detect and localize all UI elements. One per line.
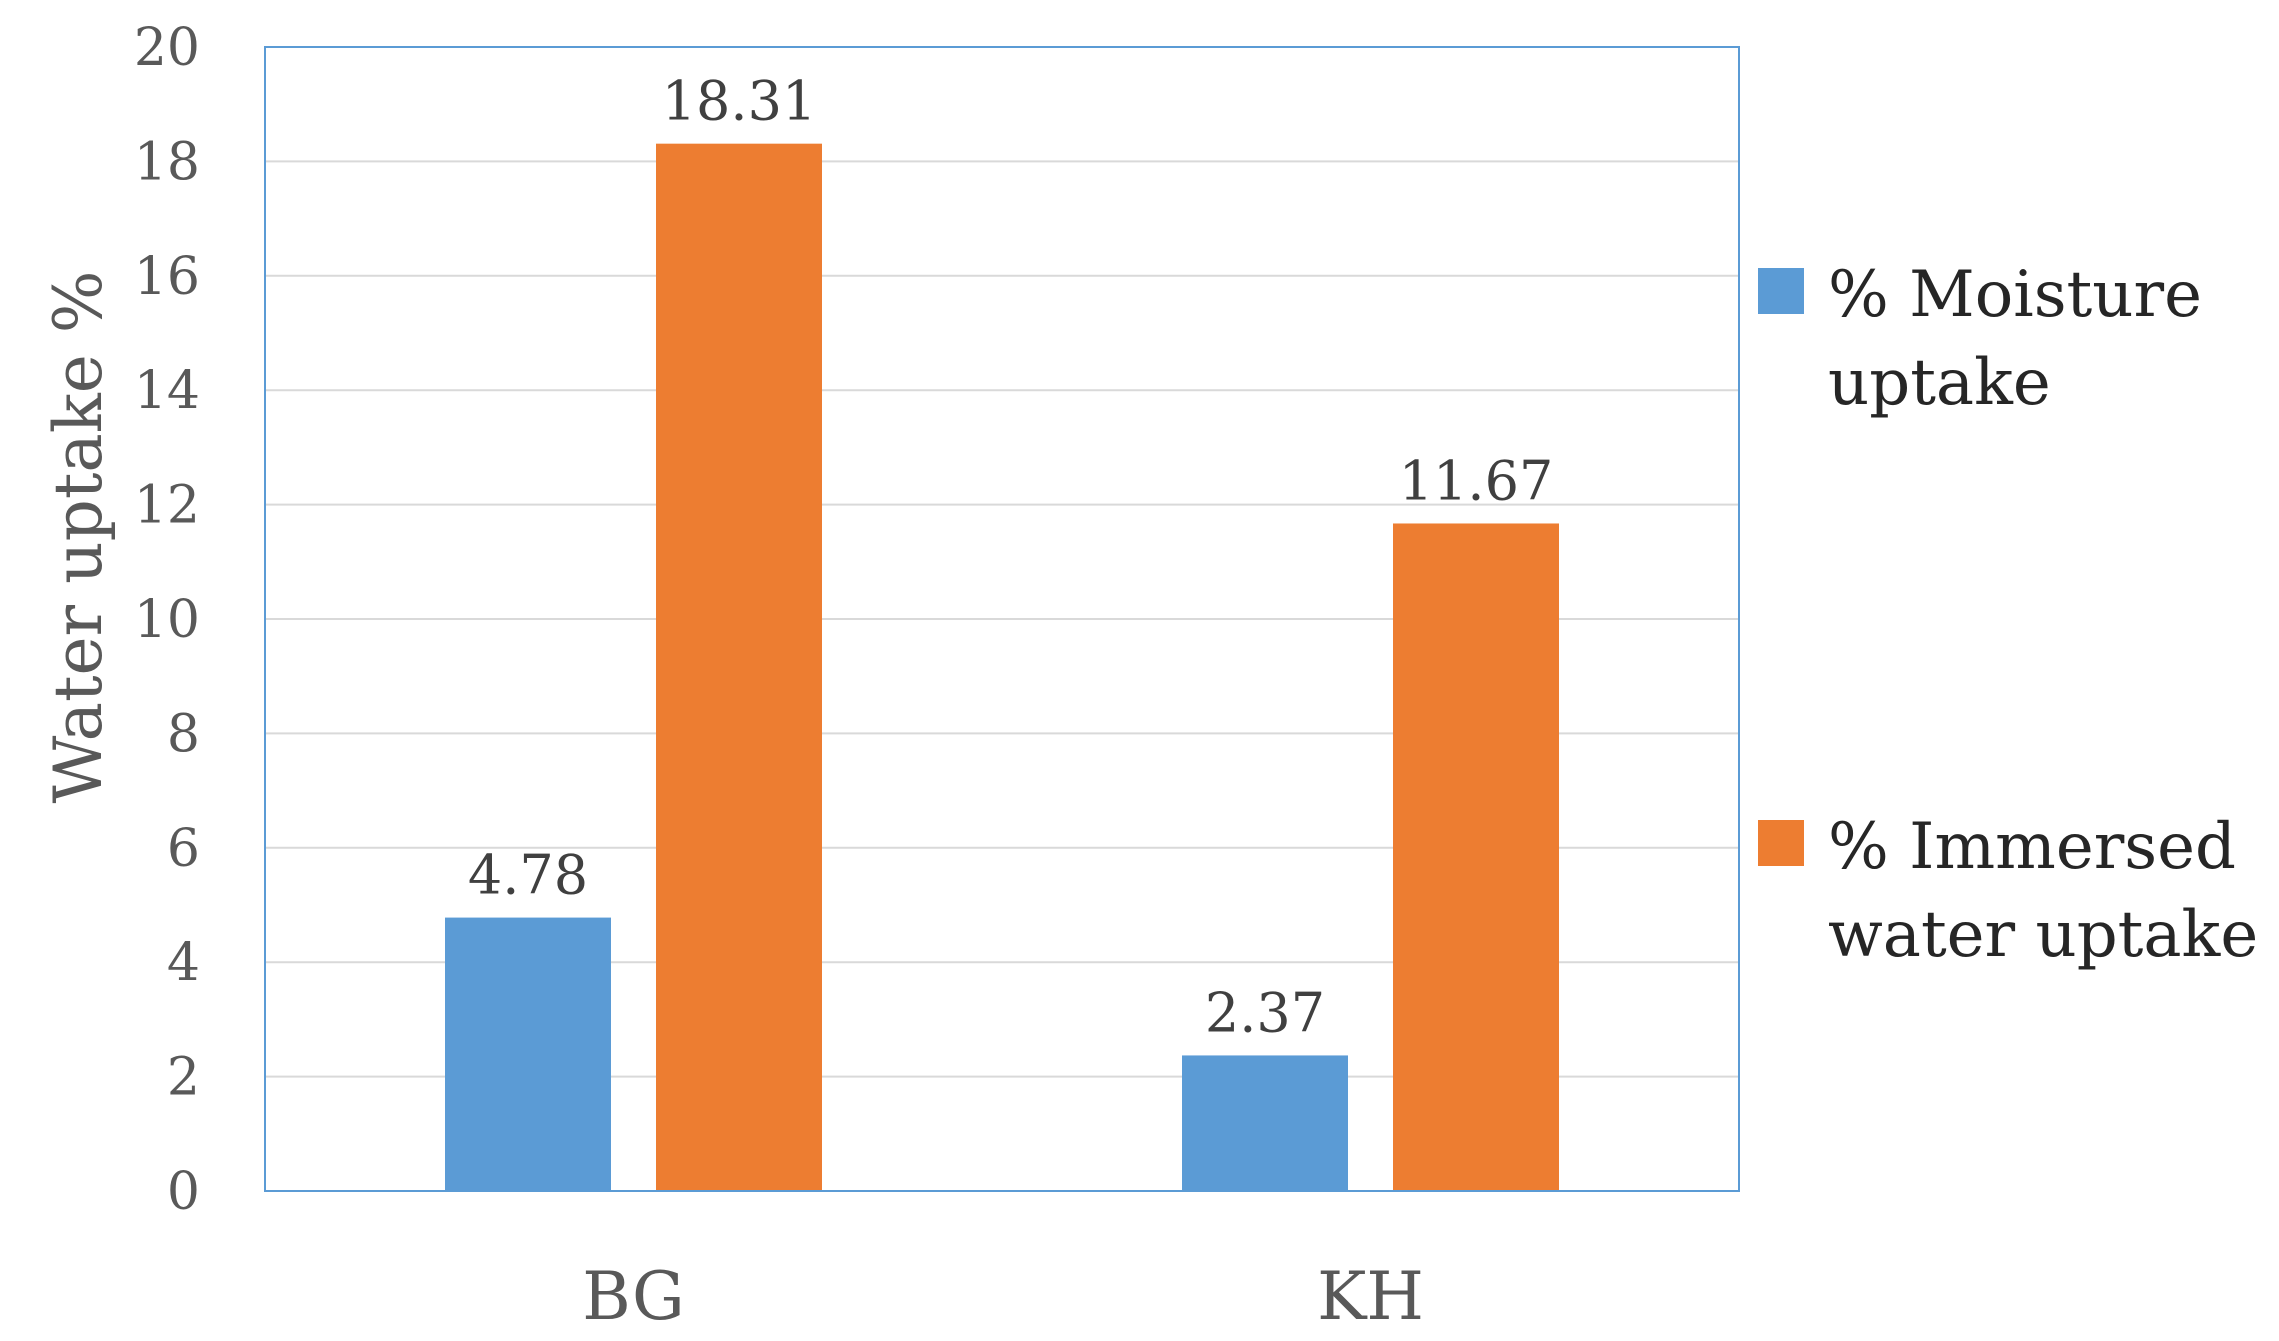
legend-label: water uptake xyxy=(1828,898,2258,972)
y-axis-ticks: 0 2 4 6 8 10 12 14 16 18 20 xyxy=(134,18,200,1222)
x-category-label: BG xyxy=(582,1258,684,1335)
y-tick-label: 0 xyxy=(167,1162,200,1222)
data-label: 18.31 xyxy=(662,70,817,133)
legend-label: % Moisture xyxy=(1828,258,2202,332)
y-tick-label: 12 xyxy=(134,476,200,536)
y-tick-label: 20 xyxy=(134,18,200,78)
legend: % Moisture uptake % Immersed water uptake xyxy=(1758,258,2258,972)
y-tick-label: 16 xyxy=(134,247,200,307)
y-tick-label: 18 xyxy=(134,132,200,192)
data-label: 11.67 xyxy=(1399,449,1554,512)
y-tick-label: 6 xyxy=(167,819,200,879)
data-labels: 4.78 18.31 2.37 11.67 xyxy=(468,70,1553,1045)
x-axis-categories: BG KH xyxy=(582,1258,1424,1335)
legend-label: uptake xyxy=(1828,346,2051,420)
legend-swatch xyxy=(1758,268,1804,314)
y-tick-label: 10 xyxy=(134,590,200,650)
bars xyxy=(445,143,1559,1192)
data-label: 2.37 xyxy=(1205,981,1325,1044)
y-tick-label: 14 xyxy=(134,361,200,421)
y-tick-label: 4 xyxy=(167,933,200,993)
y-tick-label: 2 xyxy=(167,1048,200,1108)
bar-bg-series-2 xyxy=(656,143,822,1192)
y-tick-label: 8 xyxy=(167,704,200,764)
legend-swatch xyxy=(1758,820,1804,866)
data-label: 4.78 xyxy=(468,844,588,907)
legend-label: % Immersed xyxy=(1828,810,2236,884)
bar-bg-series-1 xyxy=(445,917,611,1191)
plot-area-border xyxy=(264,46,1740,1192)
bar-kh-series-2 xyxy=(1393,523,1559,1191)
bar-kh-series-1 xyxy=(1182,1055,1348,1191)
x-category-label: KH xyxy=(1317,1258,1424,1335)
y-axis-label: Water uptake % xyxy=(40,271,117,804)
